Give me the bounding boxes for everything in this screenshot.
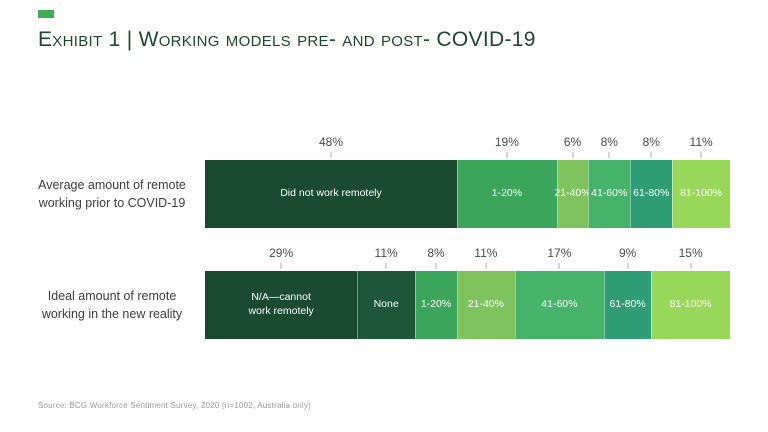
value-label: 8% (427, 246, 445, 260)
segment-label: Did not work remotely (280, 187, 382, 200)
row-label: Ideal amount of remote working in the ne… (41, 288, 183, 321)
bar-segment: 81-100% (672, 160, 730, 228)
segment-label: 41-60% (541, 298, 578, 311)
segment-label: 1-20% (491, 187, 523, 200)
tick-mark (485, 263, 487, 269)
bar-segment: 61-80% (630, 160, 673, 228)
tick-mark (385, 263, 387, 269)
value-label: 11% (374, 246, 398, 260)
value-label: 15% (678, 246, 703, 260)
bar-segment: Did not work remotely (205, 160, 457, 228)
tick-mark (280, 263, 282, 269)
value-label: 6% (563, 135, 582, 149)
stacked-bar-row: N/A—cannot work remotely None 1-20% 21-40% 4… (205, 271, 730, 339)
tick-mark (506, 152, 508, 158)
row-label: Average amount of remote working prior t… (38, 177, 186, 210)
source-note: Source: BCG Workforce Sentiment Survey, … (38, 401, 311, 410)
segment-label: 61-80% (633, 187, 670, 200)
tick-mark (608, 152, 610, 158)
bar-segment: 41-60% (514, 271, 604, 339)
segment-label: 1-20% (420, 298, 452, 311)
value-label: 11% (474, 246, 498, 260)
tick-mark (330, 152, 332, 158)
value-label: 11% (689, 135, 713, 149)
value-label: 17% (547, 246, 572, 260)
segment-label: 81-100% (669, 298, 712, 311)
segment-label: 21-40% (467, 298, 504, 311)
bar-segment: 21-40% (554, 160, 591, 228)
stacked-bar-row: Did not work remotely 1-20% 21-40% 41-60% 61… (205, 160, 730, 228)
segment-label: N/A—cannot work remotely (248, 291, 314, 317)
value-label: 48% (318, 135, 344, 149)
segment-label: 21-40% (554, 187, 591, 200)
value-label: 29% (269, 246, 294, 260)
tick-mark (572, 152, 573, 158)
tick-mark (650, 152, 652, 158)
tick-mark (435, 263, 437, 269)
bar-segment: 1-20% (457, 160, 557, 228)
tick-mark (627, 263, 629, 269)
bar-segment: 41-60% (588, 160, 631, 228)
value-label: 19% (494, 135, 519, 149)
tick-mark (690, 263, 692, 269)
bar-segment: 21-40% (457, 271, 515, 339)
bar-segment: None (357, 271, 415, 339)
page-title: Exhibit 1 | Working models pre- and post… (38, 28, 536, 51)
bar-segment: 1-20% (415, 271, 457, 339)
tick-mark (700, 152, 702, 158)
accent-bar (38, 10, 54, 18)
value-label: 9% (618, 246, 637, 260)
bar-segment: N/A—cannot work remotely (205, 271, 358, 339)
value-label: 8% (600, 135, 618, 149)
segment-label: 61-80% (609, 298, 646, 311)
segment-label: 81-100% (680, 187, 723, 200)
tick-mark (558, 263, 560, 269)
segment-label: 41-60% (591, 187, 628, 200)
bar-segment: 61-80% (604, 271, 652, 339)
value-label: 8% (642, 135, 660, 149)
segment-label: None (373, 298, 399, 311)
bar-segment: 81-100% (651, 271, 730, 339)
